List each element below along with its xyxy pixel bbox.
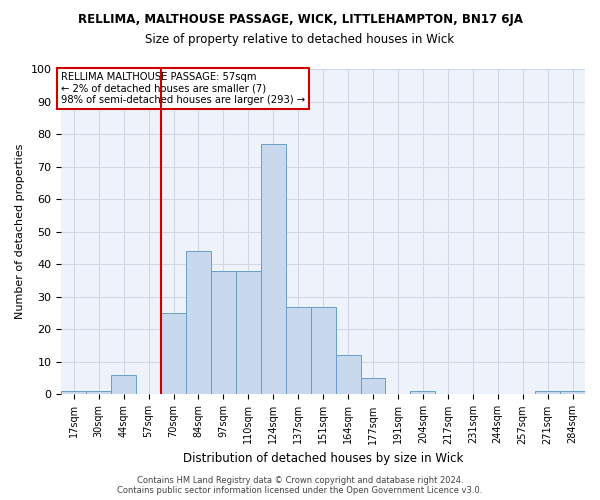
Bar <box>560 391 585 394</box>
Bar <box>86 391 111 394</box>
Bar <box>111 375 136 394</box>
Bar <box>361 378 385 394</box>
Y-axis label: Number of detached properties: Number of detached properties <box>15 144 25 320</box>
Bar <box>61 391 86 394</box>
Bar <box>311 306 335 394</box>
Bar <box>261 144 286 395</box>
Bar <box>236 271 261 394</box>
Bar <box>410 391 436 394</box>
Bar <box>335 356 361 395</box>
Bar <box>161 313 186 394</box>
Bar <box>535 391 560 394</box>
X-axis label: Distribution of detached houses by size in Wick: Distribution of detached houses by size … <box>183 452 463 465</box>
Bar <box>186 251 211 394</box>
Bar <box>286 306 311 394</box>
Text: RELLIMA, MALTHOUSE PASSAGE, WICK, LITTLEHAMPTON, BN17 6JA: RELLIMA, MALTHOUSE PASSAGE, WICK, LITTLE… <box>77 12 523 26</box>
Text: Contains HM Land Registry data © Crown copyright and database right 2024.
Contai: Contains HM Land Registry data © Crown c… <box>118 476 482 495</box>
Bar <box>211 271 236 394</box>
Text: Size of property relative to detached houses in Wick: Size of property relative to detached ho… <box>145 32 455 46</box>
Text: RELLIMA MALTHOUSE PASSAGE: 57sqm
← 2% of detached houses are smaller (7)
98% of : RELLIMA MALTHOUSE PASSAGE: 57sqm ← 2% of… <box>61 72 305 106</box>
